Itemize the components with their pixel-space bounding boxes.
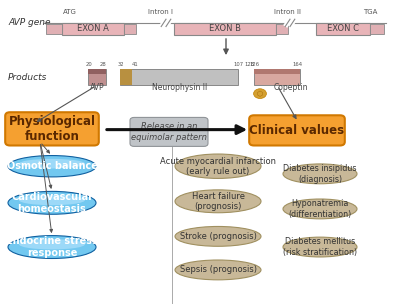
FancyBboxPatch shape	[62, 23, 124, 35]
Text: EXON A: EXON A	[77, 24, 109, 34]
Text: Diabetes insipidus
(diagnosis): Diabetes insipidus (diagnosis)	[283, 164, 357, 184]
FancyBboxPatch shape	[88, 69, 106, 74]
Text: Heart failure
(prognosis): Heart failure (prognosis)	[192, 192, 244, 211]
Ellipse shape	[8, 156, 96, 177]
Text: Osmotic balance: Osmotic balance	[6, 161, 98, 171]
FancyBboxPatch shape	[276, 24, 288, 34]
Ellipse shape	[283, 237, 357, 257]
Text: TGA: TGA	[363, 9, 377, 15]
Text: Clinical values: Clinical values	[250, 124, 344, 137]
Ellipse shape	[175, 154, 261, 178]
FancyBboxPatch shape	[5, 112, 99, 145]
Text: Copeptin: Copeptin	[274, 83, 308, 92]
Text: Cardiovascular
homeostasis: Cardiovascular homeostasis	[11, 192, 93, 214]
FancyBboxPatch shape	[88, 69, 106, 85]
Text: ATG: ATG	[63, 9, 77, 15]
FancyBboxPatch shape	[316, 23, 370, 35]
FancyBboxPatch shape	[130, 117, 208, 146]
Text: 128: 128	[244, 62, 255, 66]
FancyBboxPatch shape	[249, 115, 345, 145]
Text: Intron I: Intron I	[148, 9, 172, 15]
Text: Sepsis (prognosis): Sepsis (prognosis)	[180, 265, 256, 275]
Text: Acute myocardial infarction
(early rule out): Acute myocardial infarction (early rule …	[160, 156, 276, 176]
Text: 41: 41	[132, 62, 138, 66]
Text: 126: 126	[250, 62, 260, 66]
Text: 20: 20	[86, 62, 92, 66]
FancyBboxPatch shape	[46, 24, 62, 34]
Text: AVP: AVP	[90, 83, 104, 92]
Ellipse shape	[175, 190, 261, 213]
FancyBboxPatch shape	[124, 24, 136, 34]
Text: EXON C: EXON C	[327, 24, 359, 34]
FancyBboxPatch shape	[254, 69, 300, 74]
Ellipse shape	[175, 226, 261, 246]
Ellipse shape	[19, 239, 85, 249]
Ellipse shape	[8, 192, 96, 214]
Ellipse shape	[8, 235, 96, 259]
Ellipse shape	[19, 159, 85, 168]
Text: AVP gene: AVP gene	[8, 18, 50, 27]
Text: Neurophysin II: Neurophysin II	[152, 83, 207, 92]
FancyBboxPatch shape	[254, 69, 300, 85]
Text: Release in an
equimolar pattern: Release in an equimolar pattern	[131, 122, 207, 142]
Ellipse shape	[283, 199, 357, 219]
Circle shape	[254, 89, 266, 99]
Text: ⬡: ⬡	[257, 91, 263, 97]
Ellipse shape	[19, 195, 85, 205]
Text: 32: 32	[118, 62, 124, 66]
Text: 164: 164	[292, 62, 302, 66]
FancyBboxPatch shape	[120, 69, 238, 85]
Text: 28: 28	[100, 62, 106, 66]
FancyBboxPatch shape	[370, 24, 384, 34]
Text: 107: 107	[233, 62, 243, 66]
Text: Stroke (prognosis): Stroke (prognosis)	[180, 232, 256, 241]
FancyBboxPatch shape	[174, 23, 276, 35]
Text: Diabetes mellitus
(risk stratification): Diabetes mellitus (risk stratification)	[283, 237, 357, 257]
Text: EXON B: EXON B	[209, 24, 241, 34]
Text: Intron II: Intron II	[274, 9, 302, 15]
Text: Hyponatremia
(differentiation): Hyponatremia (differentiation)	[288, 199, 352, 219]
Ellipse shape	[175, 260, 261, 280]
FancyBboxPatch shape	[120, 69, 132, 85]
Ellipse shape	[283, 164, 357, 184]
Text: Products: Products	[8, 73, 47, 82]
Text: Physiological
function: Physiological function	[8, 115, 96, 143]
Text: Endocrine stress
response: Endocrine stress response	[6, 236, 98, 258]
